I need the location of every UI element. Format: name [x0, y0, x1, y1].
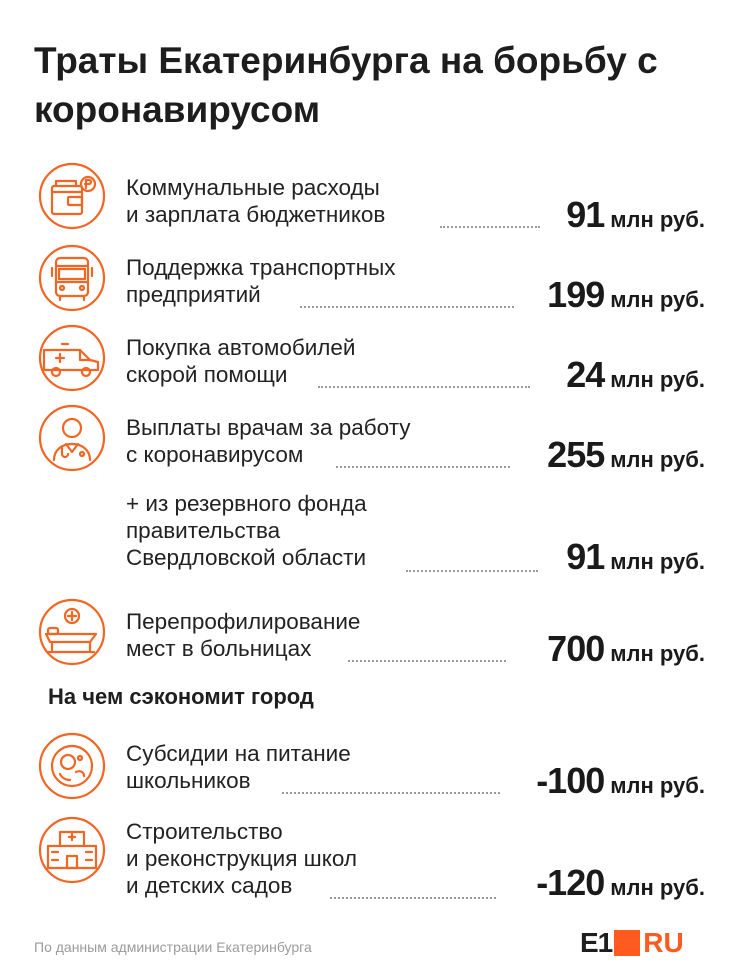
- item-label-line: предприятий: [126, 282, 261, 307]
- dotted-leader: [318, 386, 530, 388]
- item-label-line: Коммунальные расходы: [126, 175, 380, 200]
- amount-value: -120 млн руб.: [536, 862, 705, 903]
- item-label-line: Покупка автомобилей: [126, 335, 356, 360]
- ambulance-icon: [38, 324, 106, 392]
- item-label-line: Субсидии на питание: [126, 741, 351, 766]
- amount-value: 700 млн руб.: [547, 628, 705, 669]
- dotted-leader: [440, 226, 540, 228]
- amount-value: 91 млн руб.: [566, 194, 705, 235]
- item-label-line: мест в больницах: [126, 636, 312, 661]
- dotted-leader: [348, 660, 506, 662]
- item-label-line: + из резервного фонда: [126, 491, 367, 516]
- item-label-line: школьников: [126, 768, 251, 793]
- hospital-bed-icon: [38, 598, 106, 666]
- school-building-icon: [38, 816, 106, 884]
- item-label-line: Выплаты врачам за работу: [126, 415, 411, 440]
- page-title: Траты Екатеринбурга на борьбу с коронави…: [34, 40, 658, 130]
- dotted-leader: [336, 466, 510, 468]
- dotted-leader: [406, 570, 538, 572]
- item-label-line: с коронавирусом: [126, 442, 304, 467]
- dotted-leader: [330, 897, 496, 899]
- item-label-line: и зарплата бюджетников: [126, 202, 386, 227]
- dotted-leader: [300, 306, 514, 308]
- amount-value: 24 млн руб.: [566, 354, 705, 395]
- amount-value: 255 млн руб.: [547, 434, 705, 475]
- e1-logo: E1 RU: [580, 927, 684, 958]
- amount-value: 199 млн руб.: [547, 274, 705, 315]
- food-plate-icon: [38, 732, 106, 800]
- item-label-line: скорой помощи: [126, 362, 288, 387]
- item-label-line: правительства: [126, 518, 281, 543]
- dotted-leader: [282, 792, 500, 794]
- item-label-line: и детских садов: [126, 873, 293, 898]
- doctor-icon: [38, 404, 106, 472]
- item-label-line: Поддержка транспортных: [126, 255, 396, 280]
- item-label-line: Строительство: [126, 819, 283, 844]
- item-label-line: Свердловской области: [126, 545, 367, 570]
- item-label-line: Перепрофилирование: [126, 609, 361, 634]
- amount-value: -100 млн руб.: [536, 760, 705, 801]
- source-note: По данным администрации Екатеринбурга: [34, 939, 312, 955]
- wallet-coins-icon: [38, 162, 106, 230]
- amount-value: 91 млн руб.: [566, 536, 705, 577]
- savings-section-title: На чем сэкономит город: [48, 684, 314, 709]
- bus-icon: [38, 244, 106, 312]
- item-label-line: и реконструкция школ: [126, 846, 357, 871]
